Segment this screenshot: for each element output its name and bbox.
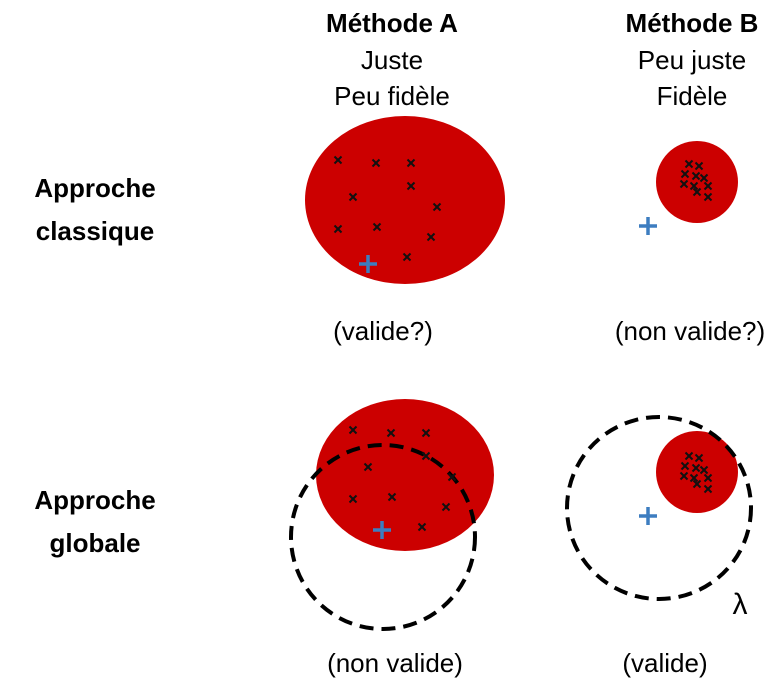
measurement — [447, 472, 457, 482]
measurement — [699, 465, 709, 475]
measurement — [694, 453, 704, 463]
measurement — [689, 473, 699, 483]
column-line: Peu juste — [638, 45, 746, 75]
measurement — [348, 494, 358, 504]
measurement — [703, 484, 713, 494]
measurement — [703, 192, 713, 202]
measurement — [372, 222, 382, 232]
measurement — [679, 179, 689, 189]
verdict: (valide?) — [333, 316, 433, 346]
measurement — [684, 451, 694, 461]
measurement — [421, 428, 431, 438]
measurement — [692, 187, 702, 197]
lambda: λ — [733, 588, 748, 621]
column-line: Peu fidèle — [334, 81, 450, 111]
spread-disc — [656, 431, 738, 513]
measurement — [363, 462, 373, 472]
measurement — [694, 161, 704, 171]
measurement — [348, 425, 358, 435]
measurement — [684, 159, 694, 169]
column-title: Méthode B — [626, 8, 759, 38]
measurement — [691, 463, 701, 473]
verdict: (valide) — [622, 648, 707, 678]
acceptance-circle — [565, 415, 753, 601]
spread-disc — [305, 116, 505, 284]
row-label: Approche — [34, 485, 155, 515]
row-label: classique — [36, 216, 155, 246]
spread-disc — [316, 399, 494, 551]
marks — [333, 155, 713, 539]
measurement — [703, 473, 713, 483]
measurement — [692, 479, 702, 489]
measurement — [441, 502, 451, 512]
measurement — [333, 155, 343, 165]
measurement — [426, 232, 436, 242]
measurement — [432, 202, 442, 212]
measurement — [386, 428, 396, 438]
column-line: Fidèle — [657, 81, 728, 111]
row-label: Approche — [34, 173, 155, 203]
measurement — [699, 173, 709, 183]
verdict: (non valide?) — [615, 316, 765, 346]
row-label: globale — [49, 528, 140, 558]
measurement — [417, 522, 427, 532]
measurement — [679, 471, 689, 481]
column-title: Méthode A — [326, 8, 458, 38]
measurement — [406, 158, 416, 168]
verdict: (non valide) — [327, 648, 463, 678]
measurement — [406, 181, 416, 191]
acceptance-circle — [289, 443, 477, 631]
measurement — [421, 451, 431, 461]
measurement — [348, 192, 358, 202]
measurement — [689, 181, 699, 191]
measurement — [387, 492, 397, 502]
measurement — [703, 181, 713, 191]
measurement — [680, 169, 690, 179]
measurement — [691, 171, 701, 181]
column-line: Juste — [361, 45, 423, 75]
measurement — [371, 158, 381, 168]
measurement — [402, 252, 412, 262]
measurement — [680, 461, 690, 471]
measurement — [333, 224, 343, 234]
